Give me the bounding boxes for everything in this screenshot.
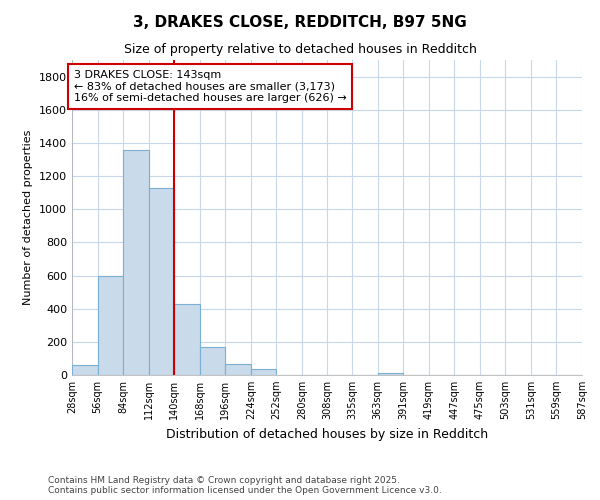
Bar <box>377 374 403 375</box>
X-axis label: Distribution of detached houses by size in Redditch: Distribution of detached houses by size … <box>166 428 488 440</box>
Bar <box>149 188 174 375</box>
Bar <box>200 347 225 375</box>
Text: 3 DRAKES CLOSE: 143sqm
← 83% of detached houses are smaller (3,173)
16% of semi-: 3 DRAKES CLOSE: 143sqm ← 83% of detached… <box>74 70 347 103</box>
Y-axis label: Number of detached properties: Number of detached properties <box>23 130 34 305</box>
Bar <box>98 276 123 375</box>
Bar <box>225 364 251 375</box>
Bar <box>251 369 277 375</box>
Text: Size of property relative to detached houses in Redditch: Size of property relative to detached ho… <box>124 42 476 56</box>
Text: Contains HM Land Registry data © Crown copyright and database right 2025.
Contai: Contains HM Land Registry data © Crown c… <box>48 476 442 495</box>
Bar <box>174 304 200 375</box>
Text: 3, DRAKES CLOSE, REDDITCH, B97 5NG: 3, DRAKES CLOSE, REDDITCH, B97 5NG <box>133 15 467 30</box>
Bar <box>72 365 98 375</box>
Bar <box>123 150 149 375</box>
